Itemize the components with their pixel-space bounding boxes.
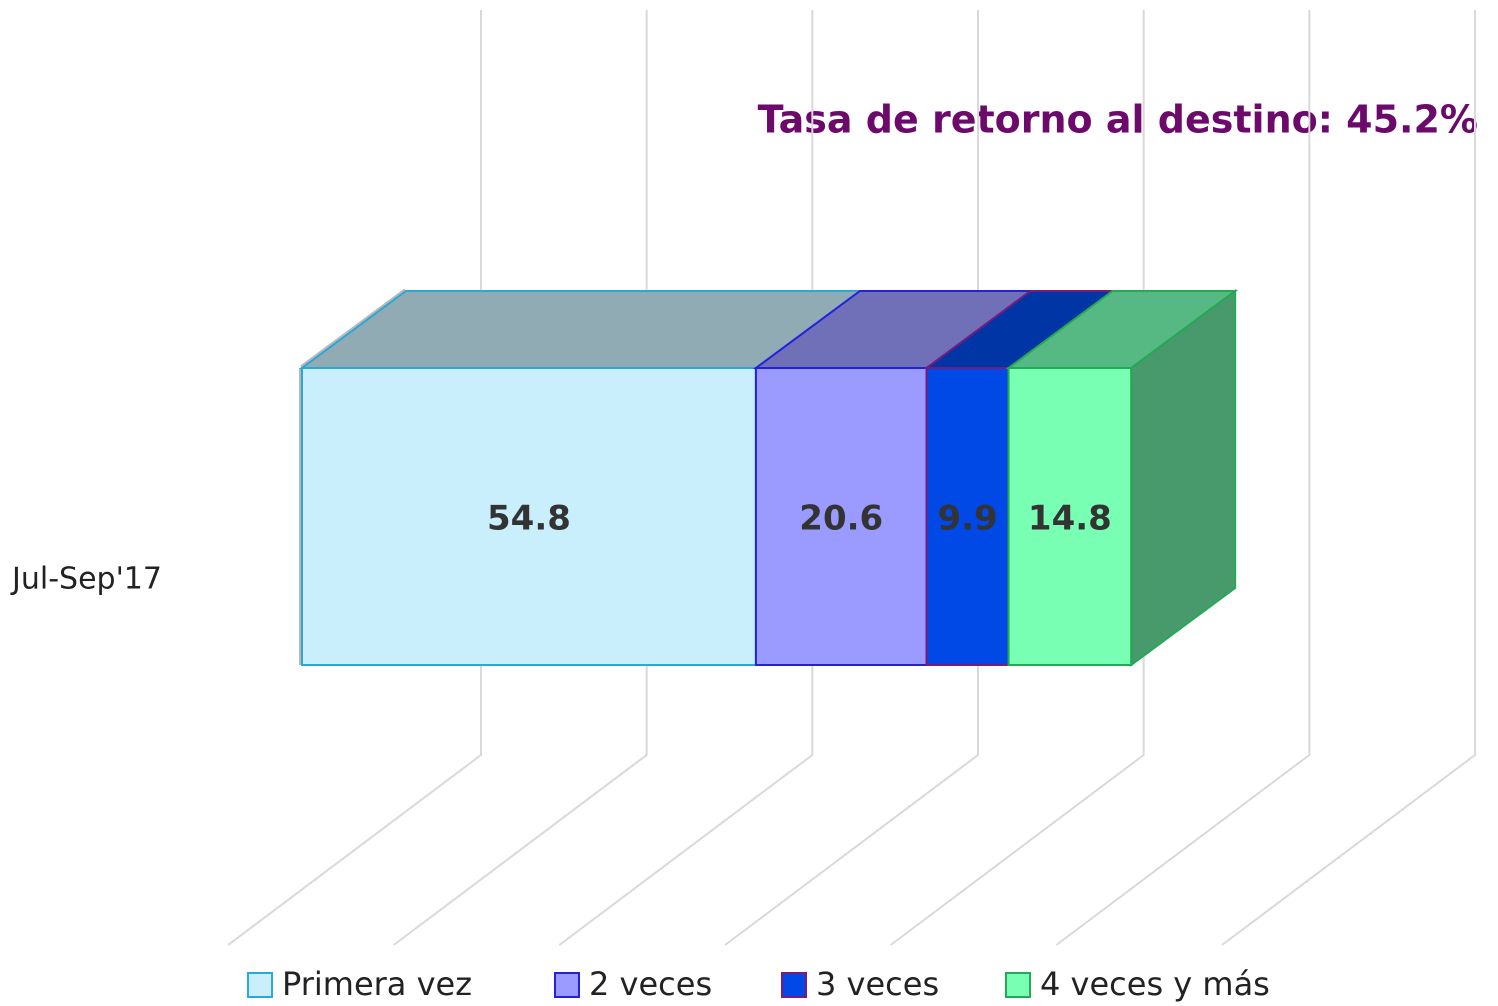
legend-swatch <box>1005 972 1031 998</box>
legend-label: Primera vez <box>282 965 472 1003</box>
bar-front <box>301 367 757 666</box>
bar-front <box>1007 367 1133 666</box>
bar-front <box>925 367 1010 666</box>
grid-line <box>558 10 814 946</box>
grid-line <box>227 10 482 946</box>
grid-line <box>393 10 648 946</box>
data-label: 20.6 <box>799 499 883 539</box>
legend-swatch <box>554 972 580 998</box>
data-label: 9.9 <box>937 499 997 539</box>
bar-segment <box>298 290 863 666</box>
grid-line <box>1055 10 1311 946</box>
data-label: 14.8 <box>1028 499 1112 539</box>
bar-segment <box>1005 289 1239 667</box>
chart-title: Tasa de retorno al destino: 45.2% <box>758 98 1478 142</box>
bar-front <box>754 367 928 666</box>
data-label: 54.8 <box>487 499 571 539</box>
bar-segment <box>752 290 1034 666</box>
grid-line <box>724 10 979 946</box>
legend-label: 3 veces <box>816 965 939 1003</box>
legend-swatch <box>781 972 807 998</box>
grid-line <box>1221 10 1476 946</box>
category-label: Jul-Sep'17 <box>10 562 162 597</box>
grid-line <box>890 10 1145 946</box>
legend-label: 2 veces <box>589 965 712 1003</box>
legend-label: 4 veces y más <box>1040 965 1270 1003</box>
legend-swatch <box>247 972 273 998</box>
